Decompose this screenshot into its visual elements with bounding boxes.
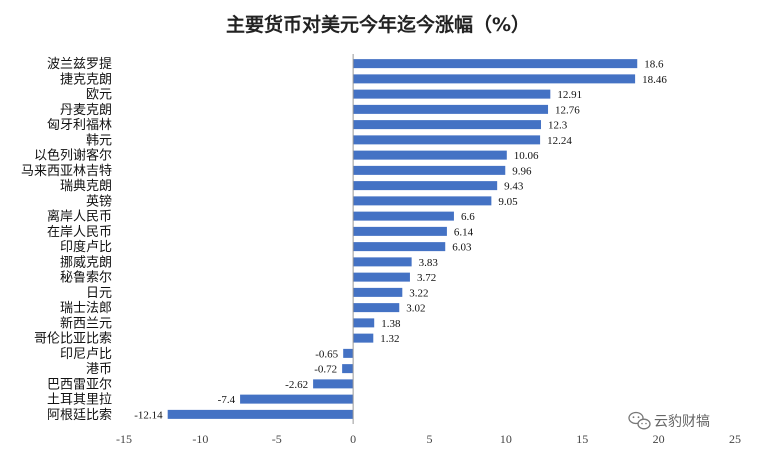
bar [353, 150, 507, 160]
category-label: 土耳其里拉 [47, 393, 112, 408]
value-label: 12.24 [547, 135, 572, 147]
x-tick-label: 5 [427, 432, 433, 446]
x-tick-labels: -15 -10 -5 0 5 10 15 20 25 [116, 432, 741, 446]
bars [167, 59, 638, 419]
bar [353, 181, 498, 191]
value-label: 6.14 [454, 226, 474, 238]
x-tick-label: 20 [653, 432, 665, 446]
category-labels: 波兰兹罗提捷克克朗欧元丹麦克朗匈牙利福林韩元以色列谢客尔马来西亚林吉特瑞典克朗英… [21, 56, 112, 423]
value-label: 3.72 [417, 272, 436, 284]
category-label: 印度卢比 [60, 239, 112, 255]
value-label: 12.3 [548, 120, 568, 132]
category-label: 欧元 [86, 88, 112, 103]
bar [353, 226, 447, 236]
category-label: 离岸人民币 [47, 209, 112, 225]
value-label: 3.02 [406, 303, 425, 315]
chart-title: 主要货币对美元今年迄今涨幅（%） [226, 13, 530, 36]
category-label: 港币 [86, 362, 112, 377]
bar [353, 318, 375, 328]
value-label: 9.43 [504, 181, 524, 193]
category-label: 秘鲁索尔 [60, 271, 112, 286]
bar [353, 272, 410, 282]
bar [353, 196, 492, 206]
bar [353, 59, 638, 69]
value-label: -2.62 [285, 379, 308, 391]
value-label: 6.6 [461, 211, 475, 223]
category-label: 匈牙利福林 [47, 118, 112, 133]
bar [353, 165, 506, 175]
value-label: 3.83 [419, 257, 439, 269]
value-label: 12.91 [557, 89, 582, 101]
bar [353, 74, 636, 84]
category-label: 以色列谢客尔 [34, 148, 112, 164]
bar [343, 348, 354, 358]
value-label: 6.03 [452, 242, 472, 254]
bar [353, 120, 542, 130]
bar [353, 104, 549, 114]
bar [313, 379, 354, 389]
value-label: 18.6 [644, 59, 664, 71]
category-label: 新西兰元 [60, 315, 112, 331]
value-label: -7.4 [218, 394, 236, 406]
bar [353, 333, 374, 343]
bar [353, 303, 400, 313]
x-tick-label: -10 [192, 432, 208, 446]
value-labels: 18.6 18.46 12.91 12.76 12.3 12.24 10.06 9.96 9.4… [134, 59, 667, 422]
bar [342, 364, 354, 374]
category-label: 阿根廷比索 [47, 408, 112, 423]
bar [353, 257, 412, 267]
bar [353, 287, 403, 297]
category-label: 哥伦比亚比索 [34, 332, 112, 347]
bar [353, 135, 541, 145]
category-label: 挪威克朗 [60, 255, 112, 270]
value-label: -0.65 [315, 348, 338, 360]
category-label: 英镑 [86, 193, 112, 209]
category-label: 印尼卢比 [60, 346, 112, 362]
x-tick-label: -15 [116, 432, 132, 446]
x-tick-label: 15 [576, 432, 588, 446]
category-label: 丹麦克朗 [60, 103, 112, 118]
value-label: -12.14 [134, 409, 163, 421]
value-label: 1.38 [381, 318, 401, 330]
wechat-icon [628, 411, 651, 430]
category-label: 瑞典克朗 [60, 179, 112, 194]
bar [353, 89, 551, 99]
category-label: 马来西亚林吉特 [21, 164, 112, 179]
category-label: 瑞士法郎 [60, 301, 112, 316]
watermark: 云豹财犒 [628, 411, 710, 430]
category-label: 捷克克朗 [60, 72, 112, 87]
value-label: 9.05 [498, 196, 518, 208]
category-label: 巴西雷亚尔 [47, 377, 112, 392]
category-label: 在岸人民币 [47, 225, 112, 240]
category-label: 波兰兹罗提 [47, 56, 112, 72]
bar [353, 211, 454, 221]
category-label: 韩元 [86, 133, 112, 148]
value-label: 18.46 [642, 74, 667, 86]
x-tick-label: 10 [500, 432, 512, 446]
category-label: 日元 [86, 286, 112, 301]
x-tick-label: 0 [350, 432, 356, 446]
bar [353, 242, 446, 252]
value-label: 3.22 [409, 287, 428, 299]
bar [240, 394, 354, 404]
value-label: 10.06 [514, 150, 539, 162]
value-label: 12.76 [555, 104, 580, 116]
bar [167, 409, 354, 419]
x-tick-label: -5 [272, 432, 282, 446]
x-tick-label: 25 [729, 432, 741, 446]
value-label: 9.96 [512, 165, 532, 177]
watermark-text: 云豹财犒 [654, 414, 710, 430]
value-label: -0.72 [314, 364, 337, 376]
value-label: 1.32 [380, 333, 399, 345]
